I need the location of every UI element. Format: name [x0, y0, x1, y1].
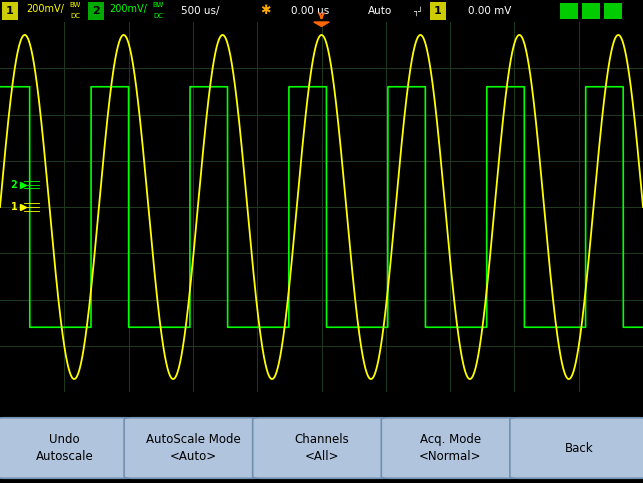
Text: BW: BW	[69, 2, 80, 8]
Text: 2: 2	[92, 6, 100, 16]
Bar	[582, 3, 600, 19]
Bar	[604, 3, 622, 19]
Text: Sample Rate = 100MSa/s: Sample Rate = 100MSa/s	[6, 397, 156, 410]
Text: 1: 1	[434, 6, 442, 16]
Text: Acq. Mode
<Normal>: Acq. Mode <Normal>	[419, 433, 482, 463]
Bar	[560, 3, 578, 19]
Text: 1: 1	[11, 202, 17, 212]
Text: Back: Back	[565, 441, 593, 455]
FancyBboxPatch shape	[253, 418, 390, 478]
Text: AutoScale Mode
<Auto>: AutoScale Mode <Auto>	[145, 433, 240, 463]
FancyBboxPatch shape	[381, 418, 519, 478]
Text: BW: BW	[152, 2, 164, 8]
Text: 9 August 2011  10:05:10: 9 August 2011 10:05:10	[491, 397, 637, 410]
Text: 0.00 us: 0.00 us	[291, 6, 329, 16]
Bar	[2, 2, 18, 20]
Bar	[430, 2, 446, 20]
Text: Auto: Auto	[368, 6, 392, 16]
Text: DC: DC	[153, 13, 163, 19]
Bar	[88, 2, 104, 20]
Polygon shape	[314, 22, 329, 27]
Text: 200mV/: 200mV/	[109, 4, 147, 14]
Text: 200mV/: 200mV/	[26, 4, 64, 14]
FancyBboxPatch shape	[510, 418, 643, 478]
Text: 2: 2	[11, 180, 17, 190]
Text: ┐┘: ┐┘	[413, 6, 423, 16]
Text: DC: DC	[70, 13, 80, 19]
FancyBboxPatch shape	[124, 418, 262, 478]
Text: 500 us/: 500 us/	[181, 6, 219, 16]
Text: ✱: ✱	[260, 4, 270, 17]
Text: 0.00 mV: 0.00 mV	[468, 6, 512, 16]
Text: Channels
<All>: Channels <All>	[294, 433, 349, 463]
Text: Undo
Autoscale: Undo Autoscale	[35, 433, 93, 463]
Text: 1: 1	[6, 6, 14, 16]
FancyBboxPatch shape	[0, 418, 133, 478]
